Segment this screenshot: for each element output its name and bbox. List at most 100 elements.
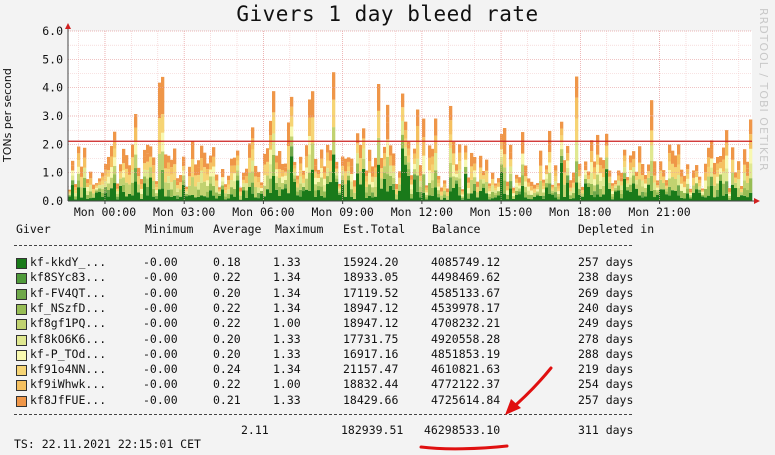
bar-segment — [320, 158, 324, 169]
bar-segment — [524, 176, 528, 182]
bar-segment — [383, 172, 387, 179]
bar-segment — [344, 171, 348, 185]
bar-segment — [557, 191, 561, 194]
bar-segment — [206, 169, 210, 175]
bar-segment — [437, 197, 441, 201]
bar-segment — [545, 178, 549, 184]
bar-segment — [617, 175, 621, 181]
bar-segment — [359, 171, 363, 185]
bar-segment — [440, 195, 444, 200]
bar-segment — [155, 181, 159, 185]
bar-segment — [392, 159, 396, 166]
bar-segment — [122, 156, 126, 164]
bar-segment — [668, 178, 672, 187]
bar-segment — [419, 170, 423, 176]
bar-segment — [455, 183, 459, 201]
bar-segment — [683, 198, 687, 201]
bar-segment — [647, 184, 651, 201]
bar-segment — [98, 178, 102, 182]
bar-segment — [572, 177, 576, 183]
giver-maximum: 1.00 — [273, 316, 301, 331]
bar-segment — [77, 166, 81, 174]
bar-segment — [284, 188, 288, 201]
bar-segment — [323, 185, 327, 192]
bar-segment — [437, 190, 441, 194]
bar-segment — [671, 163, 675, 178]
bar-segment — [215, 174, 219, 181]
bar-segment — [296, 191, 300, 196]
bar-segment — [500, 141, 504, 150]
bar-segment — [728, 193, 732, 196]
x-tick-label: Mon 18:00 — [549, 205, 611, 219]
bar-segment — [95, 190, 99, 193]
bar-segment — [281, 170, 285, 177]
bar-segment — [212, 156, 216, 167]
bar-segment — [116, 183, 120, 187]
bar-segment — [455, 180, 459, 184]
bar-segment — [386, 191, 390, 201]
bar-segment — [161, 114, 165, 133]
bar-segment — [104, 175, 108, 182]
bar-segment — [116, 188, 120, 192]
bar-segment — [293, 178, 297, 182]
bar-segment — [284, 171, 288, 176]
bar-segment — [620, 181, 624, 186]
bar-segment — [299, 196, 303, 201]
bar-segment — [404, 138, 408, 148]
bar-segment — [80, 197, 84, 201]
bar-segment — [476, 197, 480, 201]
bar-segment — [161, 151, 165, 170]
bar-segment — [434, 170, 438, 188]
bar-segment — [689, 193, 693, 196]
bar-segment — [641, 197, 645, 201]
bar-segment — [194, 197, 198, 201]
legend-divider-bottom — [14, 414, 632, 415]
bar-segment — [749, 178, 753, 193]
bar-segment — [536, 195, 540, 201]
bar-segment — [509, 152, 513, 160]
bar-segment — [263, 164, 267, 176]
bar-segment — [653, 182, 657, 190]
bar-segment — [743, 149, 747, 157]
bar-segment — [572, 198, 576, 201]
bar-segment — [314, 158, 318, 166]
bar-segment — [572, 182, 576, 188]
bar-segment — [611, 185, 615, 189]
bar-segment — [614, 189, 618, 192]
giver-name: kf-FV4QT... — [30, 285, 107, 300]
bar-segment — [206, 197, 210, 201]
bar-segment — [332, 99, 336, 128]
bar-segment — [212, 185, 216, 196]
bar-segment — [434, 153, 438, 171]
bar-segment — [584, 183, 588, 201]
bar-segment — [395, 189, 399, 195]
bar-segment — [143, 163, 147, 170]
bar-segment — [308, 99, 312, 118]
bar-segment — [473, 190, 477, 201]
bar-segment — [494, 190, 498, 193]
bar-segment — [392, 153, 396, 160]
bar-segment — [704, 172, 708, 181]
bar-segment — [356, 133, 360, 144]
bar-segment — [671, 177, 675, 191]
bar-segment — [689, 190, 693, 192]
bar-segment — [389, 175, 393, 186]
bar-segment — [701, 196, 705, 201]
bar-segment — [458, 169, 462, 179]
bar-segment — [80, 176, 84, 188]
bar-segment — [263, 196, 267, 201]
bar-segment — [707, 186, 711, 196]
bar-segment — [275, 155, 279, 163]
bar-segment — [317, 182, 321, 187]
bar-segment — [569, 191, 573, 196]
bar-segment — [71, 175, 75, 181]
giver-average: 0.20 — [213, 285, 241, 300]
giver-balance: 4920558.28 — [431, 331, 501, 346]
giver-minimum: -0.00 — [143, 377, 178, 392]
bar-segment — [89, 171, 93, 179]
bar-segment — [146, 144, 150, 154]
bar-segment — [110, 177, 114, 189]
bar-segment — [740, 192, 744, 196]
bar-segment — [131, 169, 135, 183]
bar-segment — [71, 185, 75, 201]
